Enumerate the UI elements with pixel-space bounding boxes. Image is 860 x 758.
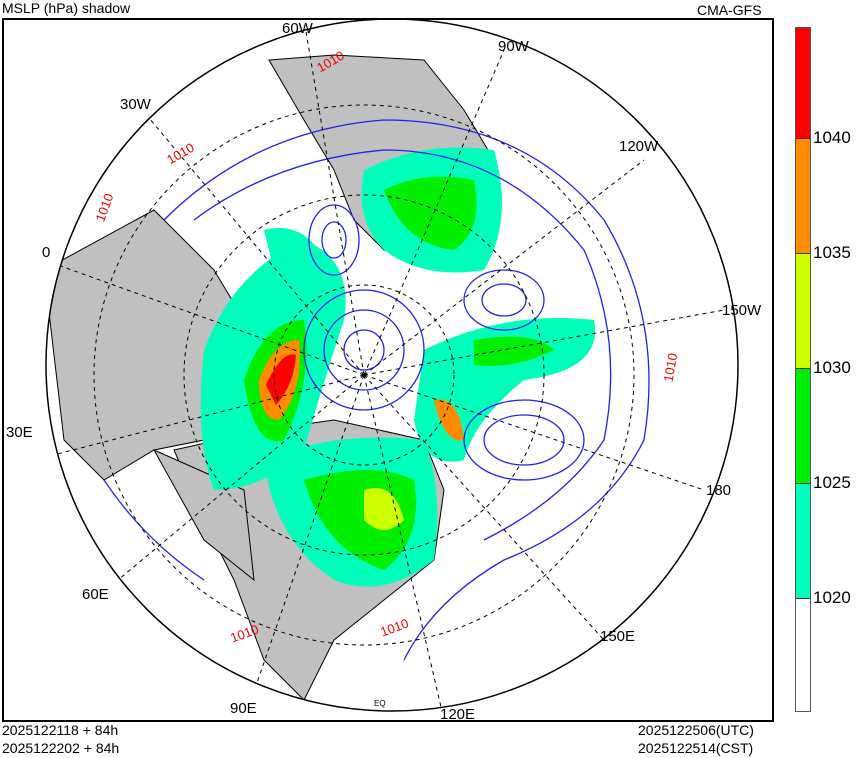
colorbar-tick: 1035	[813, 243, 851, 262]
colorbar	[795, 27, 811, 712]
lon-label-60w: 60W	[282, 20, 313, 37]
colorbar-bin-white	[796, 599, 810, 711]
colorbar-bin-orange	[796, 139, 810, 254]
valid-time-utc: 2025122506(UTC)	[638, 722, 754, 738]
map-frame: 60W 90W 30W 120W 0 150W 30E 180 60E 150E…	[2, 18, 774, 722]
lon-label-120e: 120E	[440, 706, 476, 722]
map-boundary	[45, 20, 739, 712]
init-time-utc: 2025122118 + 84h	[2, 722, 119, 738]
chart-title: MSLP (hPa) shadow	[2, 0, 131, 16]
pressure-shading	[200, 147, 596, 587]
colorbar-tick: 1040	[813, 128, 851, 147]
lon-label-150w: 150W	[722, 302, 762, 319]
colorbar-bin-red	[796, 28, 810, 139]
lon-label-120w: 120W	[619, 138, 659, 155]
colorbar-bin-cyan	[796, 484, 810, 599]
lon-label-150e: 150E	[600, 628, 636, 645]
model-name: CMA-GFS	[697, 2, 762, 18]
graticule	[46, 20, 725, 711]
init-time-cst: 2025122202 + 84h	[2, 740, 120, 756]
colorbar-tick: 1025	[813, 473, 851, 492]
colorbar-bin-green	[796, 369, 810, 484]
equator-label: EQ	[374, 699, 386, 708]
valid-time-cst: 2025122514(CST)	[638, 740, 754, 756]
lon-label-180: 180	[706, 482, 732, 499]
lon-label-90w: 90W	[498, 38, 529, 55]
lon-label-30w: 30W	[120, 96, 151, 113]
lon-label-30e: 30E	[6, 424, 33, 441]
colorbar-tick: 1030	[813, 358, 851, 377]
lon-label-0: 0	[42, 244, 51, 261]
lon-label-90e: 90E	[230, 700, 257, 717]
lon-label-60e: 60E	[82, 586, 109, 603]
isobars	[103, 119, 650, 661]
colorbar-tick: 1020	[813, 588, 851, 607]
colorbar-bin-yellow	[796, 254, 810, 369]
polar-map	[45, 20, 739, 712]
